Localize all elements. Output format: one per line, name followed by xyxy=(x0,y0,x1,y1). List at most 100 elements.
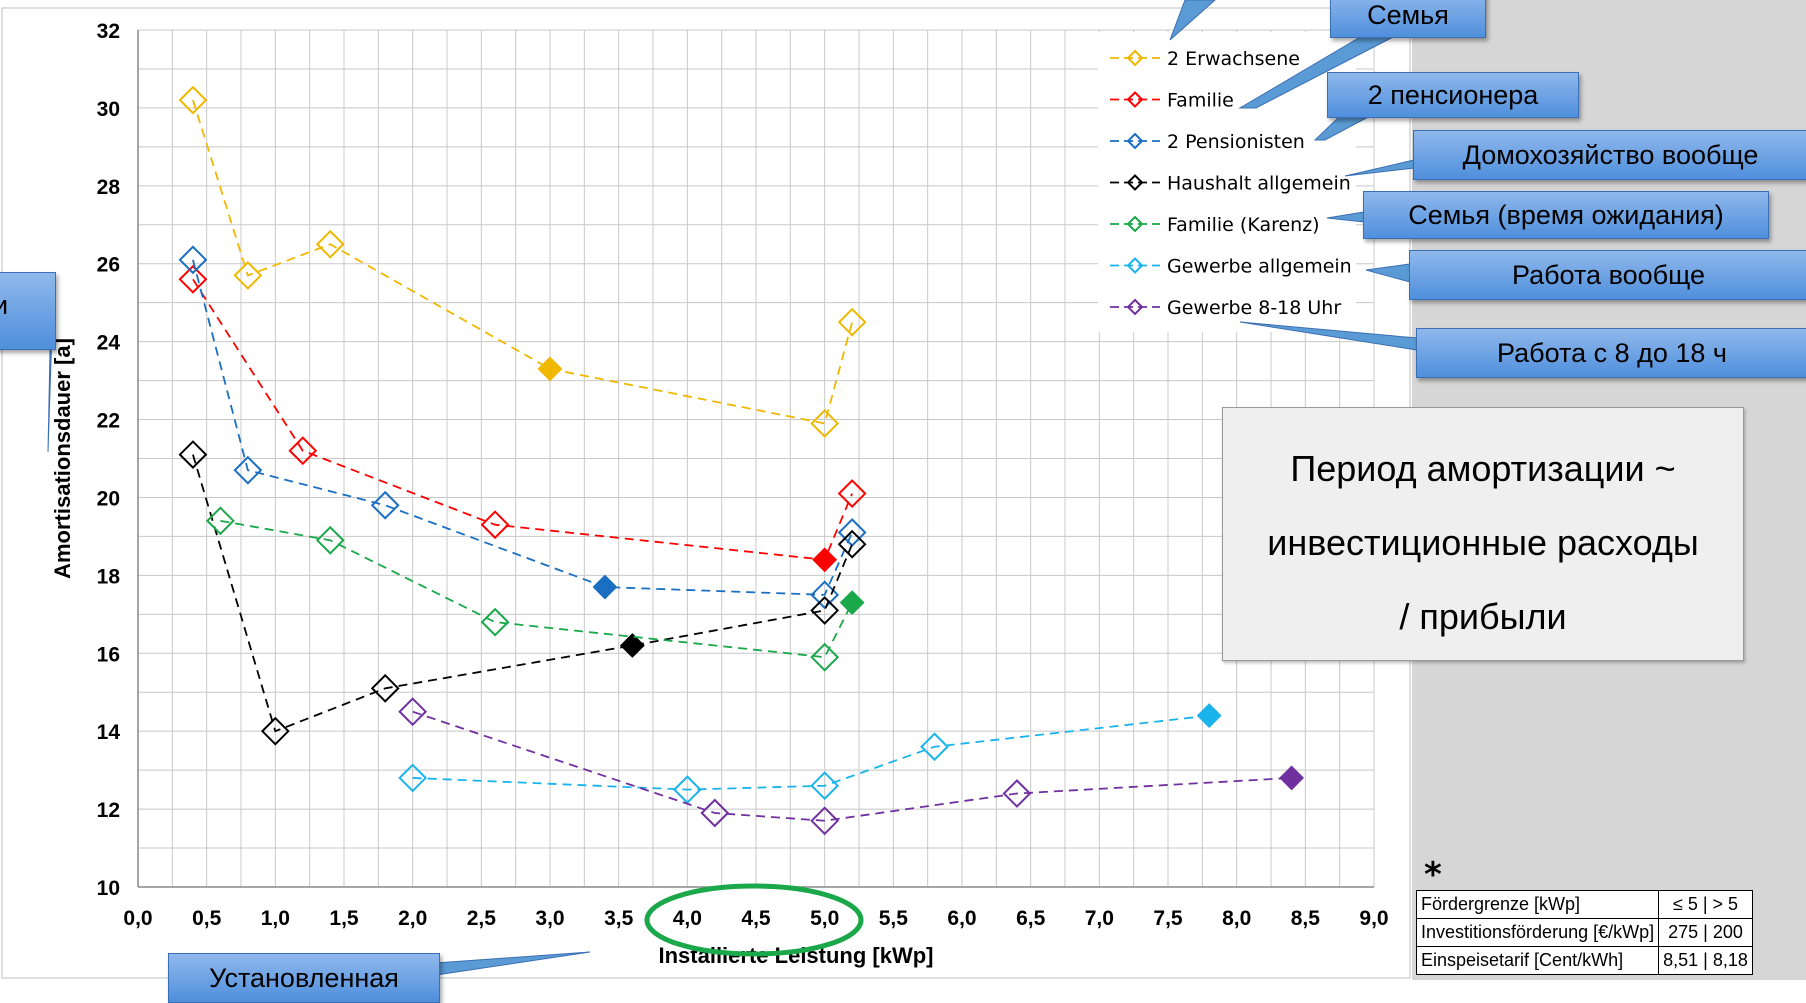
series-line xyxy=(220,519,853,659)
x-tick-label: 6,5 xyxy=(1016,907,1046,930)
legend-label: 2 Erwachsene xyxy=(1167,48,1300,70)
y-axis-title: Amortisationsdauer [a] xyxy=(50,338,75,579)
table-row: Fördergrenze [kWp] ≤ 5 | > 5 xyxy=(1415,890,1753,919)
data-point xyxy=(288,436,318,466)
footnote-asterisk: * xyxy=(1424,855,1442,895)
legend-label: Haushalt allgemein xyxy=(1167,173,1351,195)
legend-label: Familie xyxy=(1167,90,1234,112)
data-point xyxy=(1002,779,1032,808)
table-cell-value: ≤ 5 | > 5 xyxy=(1658,890,1753,919)
data-point xyxy=(837,479,867,508)
x-tick-label: 0,5 xyxy=(192,907,222,930)
y-tick-label: 30 xyxy=(97,98,120,121)
data-point-filled xyxy=(1279,765,1305,791)
x-tick-label: 4,0 xyxy=(673,907,702,930)
legend-swatch-marker xyxy=(1126,91,1144,108)
legend-swatch-marker xyxy=(1126,174,1144,191)
data-point xyxy=(205,506,235,536)
y-tick-label: 12 xyxy=(97,799,120,822)
data-point xyxy=(810,642,840,672)
table-row: Investitionsförderung [€/kWp] 275 | 200 xyxy=(1415,918,1753,947)
data-point xyxy=(315,229,345,259)
data-point xyxy=(370,490,400,520)
callout-gewerbe: Работа вообще xyxy=(1409,250,1806,300)
legend-swatch-marker xyxy=(1126,49,1144,67)
callout-haushalt: Домохозяйство вообще xyxy=(1413,130,1806,180)
legend-label: Gewerbe 8-18 Uhr xyxy=(1167,297,1341,319)
data-point xyxy=(398,697,428,727)
x-tick-label: 3,5 xyxy=(604,907,634,930)
data-point-filled xyxy=(812,547,838,573)
table-cell-label: Fördergrenze [kWp] xyxy=(1415,890,1660,919)
legend-swatch-marker xyxy=(1126,257,1144,274)
data-point xyxy=(920,732,949,762)
data-point xyxy=(178,245,208,275)
data-point xyxy=(178,440,208,470)
data-point-filled xyxy=(1196,703,1222,729)
funding-table: Fördergrenze [kWp] ≤ 5 | > 5 Investition… xyxy=(1415,890,1753,975)
callout-familie: Семья xyxy=(1330,0,1486,38)
x-tick-label: 3,0 xyxy=(535,907,564,930)
x-tick-label: 2,0 xyxy=(398,907,427,930)
y-tick-label: 22 xyxy=(97,410,120,433)
legend-swatch-marker xyxy=(1126,298,1144,316)
data-point-filled xyxy=(537,356,563,382)
data-point xyxy=(315,525,345,555)
callout-karenz: Семья (время ожидания) xyxy=(1363,191,1769,239)
series-line xyxy=(192,454,853,733)
callout-gewerbe-8-18: Работа с 8 до 18 ч xyxy=(1416,328,1806,378)
table-cell-value: 275 | 200 xyxy=(1658,918,1753,947)
x-tick-label: 2,5 xyxy=(467,907,497,930)
data-point-filled xyxy=(839,590,865,616)
note-line-3: / прибыли xyxy=(1399,596,1567,637)
data-point xyxy=(233,455,263,485)
legend-label: Gewerbe allgemein xyxy=(1167,256,1352,278)
table-cell-label: Investitionsförderung [€/kWp] xyxy=(1415,918,1660,947)
data-point xyxy=(178,264,208,294)
series-line xyxy=(192,99,854,425)
y-tick-label: 24 xyxy=(97,332,121,355)
table-cell-label: Einspeisetarif [Cent/kWh] xyxy=(1415,946,1660,975)
y-tick-label: 32 xyxy=(97,20,120,43)
highlight-ellipse xyxy=(644,883,864,957)
legend-swatch-marker xyxy=(1126,132,1144,150)
note-line-2: инвестиционные расходы xyxy=(1267,522,1699,563)
note-line-1: Период амортизации ~ xyxy=(1290,448,1676,489)
data-point xyxy=(260,716,290,746)
y-tick-label: 26 xyxy=(97,254,120,277)
x-tick-label: 5,0 xyxy=(810,907,839,930)
y-tick-label: 20 xyxy=(97,487,120,510)
x-tick-label: 8,0 xyxy=(1222,907,1251,930)
y-tick-label: 16 xyxy=(97,643,120,666)
amortization-note: Период амортизации ~ инвестиционные расх… xyxy=(1222,407,1744,661)
series-line xyxy=(412,710,1292,822)
data-point-filled xyxy=(619,633,645,658)
legend-label: Familie (Karenz) xyxy=(1167,214,1320,236)
y-tick-label: 18 xyxy=(97,565,121,588)
x-tick-label: 6,0 xyxy=(947,907,976,930)
legend-label: 2 Pensionisten xyxy=(1167,131,1305,153)
x-tick-label: 4,5 xyxy=(741,907,771,930)
x-tick-label: 5,5 xyxy=(879,907,909,930)
series-line xyxy=(412,714,1210,791)
x-tick-label: 8,5 xyxy=(1291,907,1321,930)
data-point xyxy=(810,771,840,801)
x-tick-label: 7,5 xyxy=(1153,907,1183,930)
data-point xyxy=(370,673,400,703)
data-point xyxy=(810,409,840,438)
y-tick-label: 14 xyxy=(97,721,121,744)
data-point xyxy=(398,763,428,793)
callout-left: и xyxy=(0,272,56,350)
callout-pensionisten: 2 пенсионера xyxy=(1327,72,1579,118)
x-tick-label: 9,0 xyxy=(1359,907,1388,930)
x-axis-title: Installierte Leistung [kWp] xyxy=(658,943,933,968)
table-row: Einspeisetarif [Cent/kWh] 8,51 | 8,18 xyxy=(1415,946,1753,975)
x-tick-label: 0,0 xyxy=(123,907,152,930)
callout-installed-power: Установленная xyxy=(168,953,440,1003)
y-tick-label: 10 xyxy=(97,877,120,900)
data-point xyxy=(837,307,867,337)
data-point xyxy=(480,607,510,637)
data-point xyxy=(672,775,702,805)
data-point xyxy=(233,260,263,290)
